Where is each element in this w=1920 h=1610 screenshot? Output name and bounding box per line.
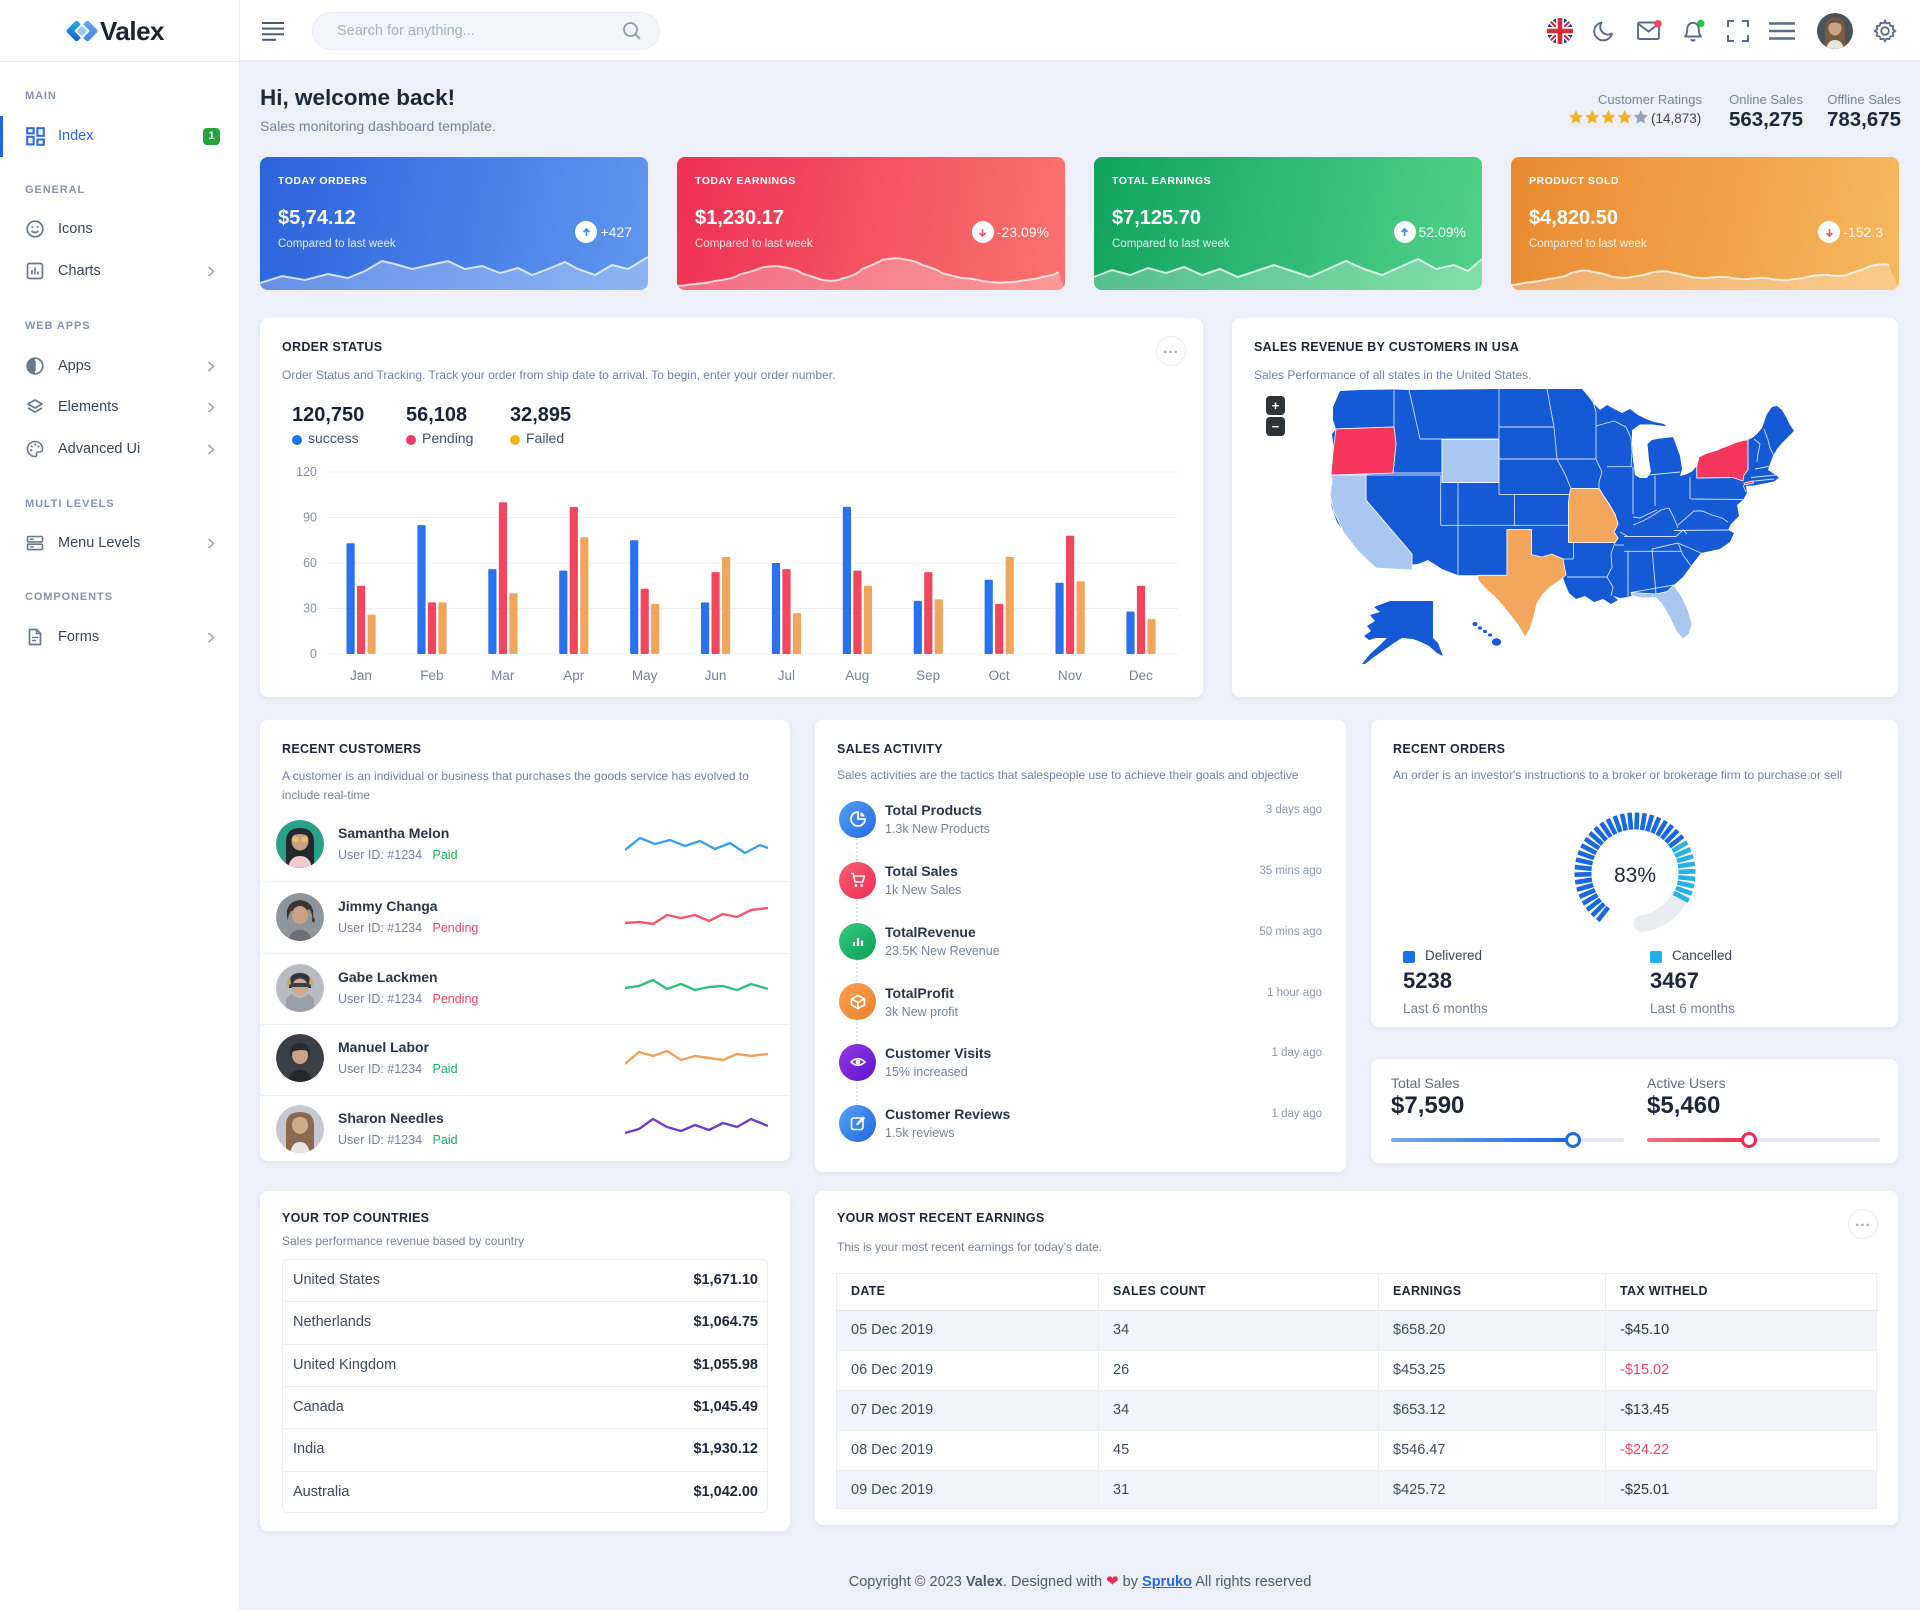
svg-text:Dec: Dec [1129,668,1153,683]
svg-text:Oct: Oct [989,668,1010,683]
svg-text:Aug: Aug [845,668,869,683]
svg-text:Apr: Apr [563,668,585,683]
svg-text:120: 120 [296,465,317,479]
svg-text:83%: 83% [1614,864,1656,887]
svg-text:Feb: Feb [420,668,443,683]
svg-text:90: 90 [303,511,317,525]
svg-text:60: 60 [303,556,317,570]
svg-text:Jan: Jan [350,668,372,683]
svg-text:May: May [632,668,658,683]
svg-text:Sep: Sep [916,668,940,683]
svg-text:0: 0 [310,647,317,661]
svg-text:Jun: Jun [705,668,727,683]
svg-text:Nov: Nov [1058,668,1082,683]
svg-text:Mar: Mar [491,668,515,683]
svg-text:Jul: Jul [778,668,795,683]
svg-text:30: 30 [303,602,317,616]
